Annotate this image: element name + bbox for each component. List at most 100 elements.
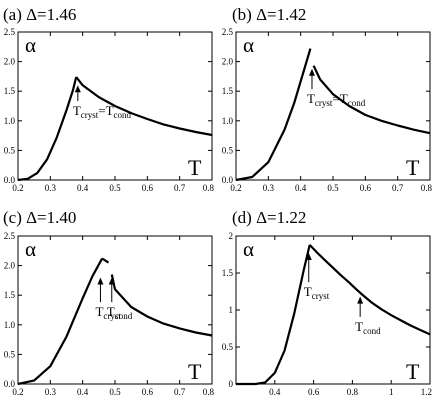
series-line-2	[101, 257, 110, 264]
x-tick-label: 0.6	[142, 183, 154, 193]
panel-b: (b) Δ=1.42 0.0 0.5 1.0 1.5 2.0 2.5 0.2 0.3 0.4 0.5…	[222, 5, 433, 193]
annotation-arrowhead	[305, 253, 312, 261]
x-tick-label: 0.3	[45, 183, 57, 193]
y-tick-label: 1.0	[222, 116, 234, 126]
y-axis-label: α	[25, 237, 36, 261]
annotation-arrowhead	[308, 68, 315, 76]
x-tick-label: 0.8	[421, 183, 433, 193]
y-tick-label: 1.5	[4, 86, 16, 96]
annotation-label: Tcryst	[304, 284, 330, 301]
x-tick-label: 0.6	[308, 387, 320, 397]
annotation-text: T	[307, 91, 315, 106]
y-tick-label: 0.0	[4, 175, 16, 185]
x-axis-label: T	[188, 359, 202, 384]
series-line-3	[110, 274, 213, 337]
x-tick-label: 0.4	[295, 183, 307, 193]
y-tick-label: 2.0	[222, 57, 234, 67]
y-tick-label: 0.5	[4, 145, 16, 155]
x-axis-label: T	[406, 155, 420, 180]
x-tick-label: 0.2	[230, 183, 241, 193]
annotation-text: T	[95, 304, 103, 319]
y-tick-label: 1.0	[4, 116, 16, 126]
x-tick-label: 0.8	[203, 387, 215, 397]
y-tick-label: 2.0	[4, 57, 16, 67]
annotation-text: =T	[332, 91, 347, 106]
series-line-2	[308, 244, 431, 336]
annotation-text: T	[73, 103, 81, 118]
x-tick-label: 0.8	[347, 387, 359, 397]
y-axis-label: α	[25, 33, 36, 57]
annotation-arrowhead	[74, 85, 81, 93]
x-tick-label: 1.2	[421, 387, 432, 397]
y-tick-label: 0.5	[222, 342, 234, 352]
annotation-label: Tcryst	[95, 304, 121, 321]
annotation-subscript: cond	[348, 98, 366, 108]
x-axis-label: T	[188, 155, 202, 180]
annotation-label: Tcond	[107, 304, 133, 321]
annotation-arrowhead	[357, 296, 364, 304]
y-tick-label: 0.5	[4, 349, 16, 359]
panel-title: (c) Δ=1.40	[3, 208, 76, 227]
series-line-1	[17, 76, 78, 182]
x-axis-label: T	[406, 359, 420, 384]
x-tick-label: 0.7	[392, 183, 404, 193]
x-tick-label: 1	[389, 387, 394, 397]
panel-a: (a) Δ=1.46 0.0 0.5 1.0 1.5 2.0 2.5 0.2 0.3 0.4 0.5…	[3, 5, 215, 193]
y-tick-label: 2.5	[222, 27, 234, 37]
y-tick-label: 2.0	[4, 261, 16, 271]
annotation-subscript: cryst	[315, 98, 333, 108]
x-tick-label: 0.2	[12, 183, 23, 193]
x-tick-label: 0.7	[174, 387, 186, 397]
annotation-label: Tcryst=Tcond	[307, 91, 366, 108]
y-tick-label: 2.5	[4, 27, 16, 37]
series-line-1	[17, 257, 104, 386]
x-tick-label: 0.5	[109, 387, 121, 397]
x-tick-label: 0.6	[360, 183, 372, 193]
panel-title: (b) Δ=1.42	[232, 5, 306, 24]
annotation-subscript: cryst	[81, 110, 99, 120]
annotation-subscript: cond	[363, 326, 381, 336]
x-tick-label: 0.3	[45, 387, 57, 397]
annotation-text: =T	[98, 103, 113, 118]
y-tick-label: 0.0	[4, 379, 16, 389]
x-tick-label: 0.4	[77, 183, 89, 193]
x-tick-label: 0.5	[109, 183, 121, 193]
annotation-arrowhead	[108, 277, 115, 285]
x-tick-label: 0.8	[203, 183, 215, 193]
y-tick-label: 1.5	[222, 268, 234, 278]
y-tick-label: 2	[229, 231, 234, 241]
x-tick-label: 0.7	[174, 183, 186, 193]
y-tick-label: 0.0	[222, 175, 234, 185]
annotation-arrowhead	[97, 277, 104, 285]
annotation-label: Tcond	[355, 319, 381, 336]
y-tick-label: 2.5	[4, 231, 16, 241]
panel-title: (a) Δ=1.46	[3, 5, 76, 24]
x-tick-label: 0.4	[269, 387, 281, 397]
annotation-subscript: cryst	[312, 291, 330, 301]
y-tick-label: 1	[229, 305, 234, 315]
series-line-2	[75, 76, 213, 137]
x-tick-label: 0.5	[327, 183, 339, 193]
y-axis-label: α	[243, 33, 254, 57]
panel-c: (c) Δ=1.40 0.0 0.5 1.0 1.5 2.0 2.5 0.2 0.3 0.4 0.5…	[3, 208, 215, 397]
y-tick-label: 1.5	[222, 86, 234, 96]
y-tick-label: 0	[229, 379, 234, 389]
series-line-1	[236, 244, 311, 386]
plot-frame	[17, 235, 213, 385]
annotation-subscript: cryst	[103, 311, 121, 321]
x-tick-label: 0.3	[263, 183, 275, 193]
annotation-label: Tcryst=Tcond	[73, 103, 132, 120]
annotation-text: T	[355, 319, 363, 334]
annotation-text: T	[107, 304, 115, 319]
x-tick-label: 0.6	[142, 387, 154, 397]
series-line-2	[312, 65, 431, 135]
y-tick-label: 0.5	[222, 145, 234, 155]
y-tick-label: 1.0	[4, 320, 16, 330]
annotation-subscript: cond	[114, 110, 132, 120]
series-line-1	[235, 48, 312, 182]
y-tick-label: 1.5	[4, 290, 16, 300]
annotation-text: T	[304, 284, 312, 299]
x-tick-label: 0.4	[77, 387, 89, 397]
